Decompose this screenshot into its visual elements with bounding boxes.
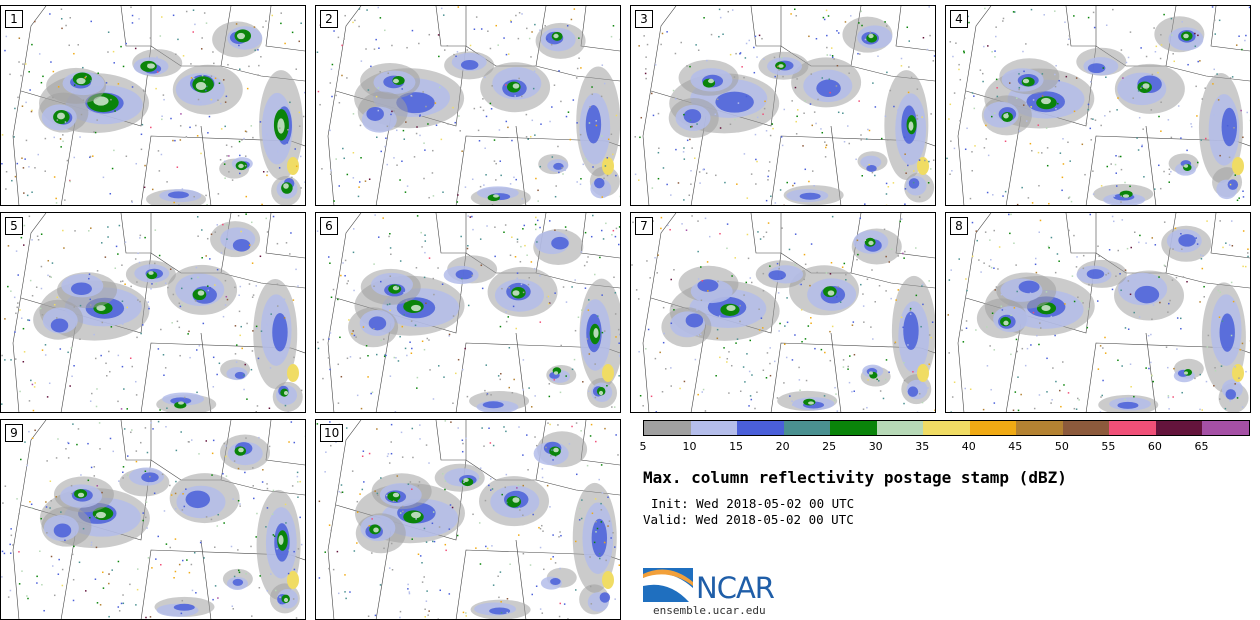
reflectivity-map [1, 213, 305, 412]
colorbar-tick-label: 55 [1101, 440, 1115, 453]
colorbar-bin [691, 421, 738, 435]
member-number-label: 1 [5, 10, 23, 28]
ensemble-member-panel: 4 [945, 5, 1251, 206]
member-number-label: 7 [635, 217, 653, 235]
ensemble-member-panel: 7 [630, 212, 936, 413]
valid-time: Valid: Wed 2018-05-02 00 UTC [643, 512, 854, 527]
colorbar-tick-label: 20 [776, 440, 790, 453]
member-number-label: 8 [950, 217, 968, 235]
colorbar-bin [1016, 421, 1063, 435]
colorbar-bin [923, 421, 970, 435]
reflectivity-map [316, 6, 620, 205]
reflectivity-map [316, 420, 620, 619]
colorbar-tick-label: 10 [683, 440, 697, 453]
reflectivity-colorbar [643, 420, 1250, 436]
ensemble-member-panel: 10 [315, 419, 621, 620]
init-time: Init: Wed 2018-05-02 00 UTC [651, 496, 854, 511]
colorbar-bin [1202, 421, 1249, 435]
member-number-label: 4 [950, 10, 968, 28]
member-number-label: 6 [320, 217, 338, 235]
colorbar-ticks: 5 10 15 20 25 30 35 40 45 50 55 60 65 [643, 440, 1248, 454]
colorbar-bin [830, 421, 877, 435]
colorbar-tick-label: 45 [1008, 440, 1022, 453]
colorbar-bin [784, 421, 831, 435]
colorbar-tick-label: 65 [1194, 440, 1208, 453]
ensemble-member-panel: 2 [315, 5, 621, 206]
colorbar-bin [737, 421, 784, 435]
chart-title: Max. column reflectivity postage stamp (… [643, 468, 1067, 487]
ensemble-member-panel: 5 [0, 212, 306, 413]
ncar-logo-text: NCAR [696, 571, 774, 605]
ensemble-member-panel: 8 [945, 212, 1251, 413]
ensemble-member-panel: 1 [0, 5, 306, 206]
site-url: ensemble.ucar.edu [653, 604, 766, 617]
colorbar-tick-label: 40 [962, 440, 976, 453]
reflectivity-map [1, 6, 305, 205]
ensemble-member-panel: 9 [0, 419, 306, 620]
colorbar-tick-label: 35 [915, 440, 929, 453]
member-number-label: 3 [635, 10, 653, 28]
reflectivity-map [631, 213, 935, 412]
reflectivity-map [1, 420, 305, 619]
reflectivity-map [631, 6, 935, 205]
reflectivity-map [946, 213, 1250, 412]
member-number-label: 5 [5, 217, 23, 235]
colorbar-tick-label: 5 [640, 440, 647, 453]
colorbar-tick-label: 60 [1148, 440, 1162, 453]
ensemble-member-panel: 3 [630, 5, 936, 206]
member-number-label: 10 [320, 424, 343, 442]
colorbar-bin [877, 421, 924, 435]
colorbar-bin [1109, 421, 1156, 435]
reflectivity-map [316, 213, 620, 412]
colorbar-bin [1156, 421, 1203, 435]
colorbar-bin [970, 421, 1017, 435]
colorbar-tick-label: 50 [1055, 440, 1069, 453]
member-number-label: 2 [320, 10, 338, 28]
member-number-label: 9 [5, 424, 23, 442]
ensemble-member-panel: 6 [315, 212, 621, 413]
colorbar-bin [644, 421, 691, 435]
colorbar-tick-label: 15 [729, 440, 743, 453]
reflectivity-map [946, 6, 1250, 205]
colorbar-tick-label: 30 [869, 440, 883, 453]
colorbar-bin [1063, 421, 1110, 435]
colorbar-tick-label: 25 [822, 440, 836, 453]
